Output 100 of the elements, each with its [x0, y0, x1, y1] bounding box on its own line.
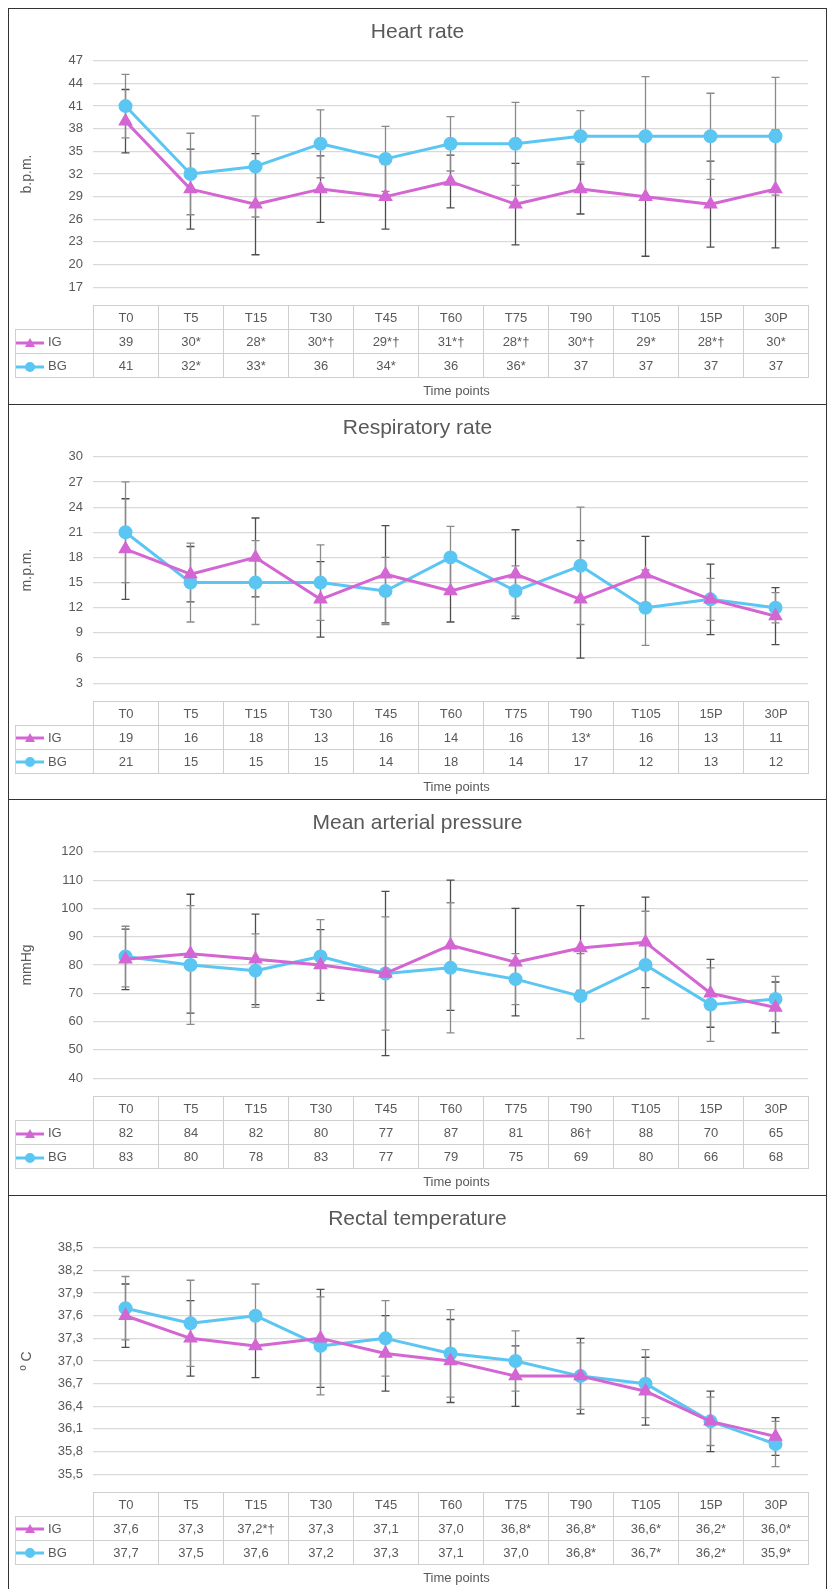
x-tick-label: T60 — [418, 1492, 484, 1516]
legend-label: IG — [15, 725, 94, 749]
data-label: 19 — [93, 725, 159, 749]
y-tick-label: 24 — [68, 498, 83, 514]
x-tick-label: T45 — [353, 1096, 419, 1121]
x-tick-label: T75 — [483, 305, 549, 330]
y-tick-label: 37,6 — [57, 1306, 83, 1322]
data-label: 16 — [158, 725, 224, 749]
x-tick-label: T60 — [418, 701, 484, 725]
data-label: 37,1 — [418, 1540, 484, 1564]
data-label: 36,6* — [613, 1516, 679, 1540]
data-label: 37,0 — [418, 1516, 484, 1540]
data-label: 37,1 — [353, 1516, 419, 1540]
data-label: 13 — [288, 725, 354, 749]
x-tick-label: 30P — [743, 1492, 809, 1516]
y-tick-label: 36,7 — [57, 1374, 83, 1390]
x-tick-label: T105 — [613, 1492, 679, 1516]
y-tick-label: 35 — [68, 142, 83, 158]
x-tick-label: 15P — [678, 701, 744, 725]
y-tick-label: 3 — [75, 674, 83, 690]
data-label: 82 — [93, 1120, 159, 1145]
data-label: 83 — [93, 1144, 159, 1169]
data-label: 36,0* — [743, 1516, 809, 1540]
chart-title: Mean arterial pressure — [311, 810, 524, 834]
data-label: 82 — [223, 1120, 289, 1145]
data-label: 41 — [93, 353, 159, 378]
data-label: 79 — [418, 1144, 484, 1169]
data-label: 35,9* — [743, 1540, 809, 1564]
y-tick-label: 20 — [68, 256, 83, 272]
data-label: 36,8* — [548, 1516, 614, 1540]
data-label: 86† — [548, 1120, 614, 1145]
data-label: 37,6 — [93, 1516, 159, 1540]
y-tick-label: 100 — [61, 899, 83, 915]
y-tick-label: 38 — [68, 120, 83, 136]
data-label: 21 — [93, 749, 159, 773]
data-label: 88 — [613, 1120, 679, 1145]
data-label: 14 — [418, 725, 484, 749]
x-tick-label: T15 — [223, 701, 289, 725]
legend-label: IG — [15, 1120, 94, 1145]
x-tick-label: T105 — [613, 305, 679, 330]
y-tick-label: 37,9 — [57, 1284, 83, 1300]
data-label: 30*† — [548, 329, 614, 354]
x-tick-label: T0 — [93, 1492, 159, 1516]
x-tick-label: 30P — [743, 305, 809, 330]
x-tick-label: T105 — [613, 701, 679, 725]
legend-label: BG — [15, 353, 94, 378]
data-label: 80 — [613, 1144, 679, 1169]
data-label: 37,5 — [158, 1540, 224, 1564]
data-label: 16 — [613, 725, 679, 749]
x-tick-label: T60 — [418, 305, 484, 330]
data-label: 12 — [743, 749, 809, 773]
chart-title: Respiratory rate — [341, 414, 494, 439]
x-tick-label: T0 — [93, 701, 159, 725]
x-tick-label: 15P — [678, 1492, 744, 1516]
x-tick-label: T5 — [158, 1492, 224, 1516]
data-label: 36,2* — [678, 1540, 744, 1564]
y-tick-label: 36,1 — [57, 1420, 83, 1435]
x-axis-title: Time points — [422, 1569, 491, 1585]
x-tick-label: T45 — [353, 701, 419, 725]
legend-label: BG — [15, 1540, 94, 1564]
y-tick-label: 37,0 — [57, 1352, 83, 1368]
y-tick-label: 36,4 — [57, 1397, 83, 1413]
y-axis-title: mmHg — [18, 944, 35, 986]
x-tick-label: T15 — [223, 1492, 289, 1516]
y-tick-label: 38,2 — [57, 1261, 83, 1277]
data-label: 36,2* — [678, 1516, 744, 1540]
data-label: 37,0 — [483, 1540, 549, 1564]
data-label: 70 — [678, 1120, 744, 1145]
x-tick-label: T90 — [548, 1096, 614, 1121]
data-label: 78 — [223, 1144, 289, 1169]
y-tick-label: 70 — [68, 984, 83, 1000]
y-tick-label: 26 — [68, 210, 83, 226]
data-label: 13 — [678, 749, 744, 773]
data-label: 37 — [613, 353, 679, 378]
y-tick-label: 17 — [68, 278, 83, 294]
y-tick-label: 80 — [68, 956, 83, 972]
y-tick-label: 50 — [68, 1041, 83, 1057]
data-label: 16 — [483, 725, 549, 749]
y-axis-title: b.p.m. — [18, 154, 35, 194]
data-label: 17 — [548, 749, 614, 773]
data-label: 28* — [223, 329, 289, 354]
data-label: 77 — [353, 1144, 419, 1169]
data-label: 87 — [418, 1120, 484, 1145]
data-label: 14 — [353, 749, 419, 773]
x-tick-label: T75 — [483, 1096, 549, 1121]
x-tick-label: T30 — [288, 305, 354, 330]
data-label: 39 — [93, 329, 159, 354]
y-tick-label: 44 — [68, 75, 83, 91]
y-tick-label: 23 — [68, 233, 83, 249]
y-tick-label: 47 — [68, 52, 83, 68]
data-label: 12 — [613, 749, 679, 773]
x-tick-label: 30P — [743, 701, 809, 725]
legend-label: IG — [15, 329, 94, 354]
data-label: 37,3 — [288, 1516, 354, 1540]
data-label: 13 — [678, 725, 744, 749]
data-label: 81 — [483, 1120, 549, 1145]
x-tick-label: 15P — [678, 1096, 744, 1121]
y-tick-label: 90 — [68, 928, 83, 944]
x-tick-label: T60 — [418, 1096, 484, 1121]
x-tick-label: T105 — [613, 1096, 679, 1121]
